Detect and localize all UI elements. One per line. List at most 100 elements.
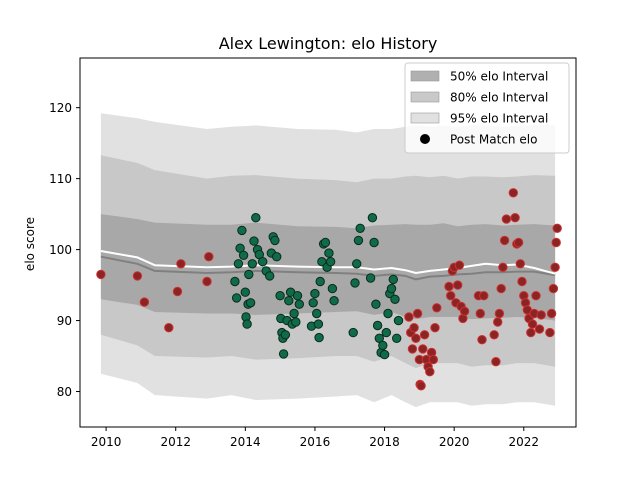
post-match-elo-point-red [534,324,545,334]
legend-label-3: 95% elo Interval [450,112,548,126]
chart-title: Alex Lewington: elo History [219,34,438,53]
post-match-elo-point-red [552,223,562,234]
post-match-elo-point-red [425,367,435,377]
post-match-elo-point-green [371,299,381,309]
x-tick-label: 2010 [91,435,122,449]
post-match-elo-point-green [280,330,291,340]
post-match-elo-point-green [233,259,244,269]
post-match-elo-point-red [551,237,561,248]
x-tick-label: 2016 [300,435,331,449]
post-match-elo-point-red [404,312,414,322]
post-match-elo-point-red [498,262,508,272]
post-match-elo-point-red [493,317,503,327]
legend-swatch-1 [410,70,440,82]
post-match-elo-point-green [278,349,289,359]
post-match-elo-point-red [419,330,430,340]
post-match-elo-point-green [294,299,304,309]
y-tick-label: 110 [49,172,72,186]
x-tick-label: 2014 [230,435,261,449]
post-match-elo-point-red [407,344,418,354]
post-match-elo-point-green [272,252,282,262]
post-match-elo-point-red [477,335,487,345]
post-match-elo-point-red [444,281,454,292]
y-tick-label: 90 [57,314,72,328]
post-match-elo-point-red [459,306,470,316]
post-match-elo-point-red [501,214,512,224]
post-match-elo-point-green [292,291,303,301]
post-match-elo-point-red [430,323,440,333]
post-match-elo-point-green [355,223,365,234]
post-match-elo-point-red [172,286,183,297]
post-match-elo-point-green [383,308,393,319]
post-match-elo-point-green [365,273,376,283]
post-match-elo-point-red [527,319,538,329]
post-match-elo-point-red [411,333,421,343]
plot-area [96,113,562,408]
post-match-elo-point-green [315,276,325,287]
post-match-elo-point-green [230,276,240,287]
post-match-elo-point-red [202,276,212,287]
post-match-elo-point-red [489,330,499,340]
post-match-elo-point-green [314,332,324,343]
post-match-elo-point-green [312,308,322,319]
post-match-elo-point-red [428,354,438,365]
post-match-elo-point-green [240,287,251,297]
post-match-elo-point-green [308,298,318,308]
post-match-elo-point-green [381,327,391,338]
post-match-elo-point-green [245,298,256,308]
post-match-elo-point-red [475,308,485,319]
x-tick-label: 2022 [509,435,540,449]
legend-label-1: 50% elo Interval [450,70,548,84]
axes-frame [79,57,577,428]
median-elo-line [100,250,556,275]
post-match-elo-point-green [325,257,336,267]
post-match-elo-point-green [352,259,362,269]
legend-label-4: Post Match elo [450,133,537,147]
post-match-elo-point-green [367,213,378,223]
post-match-elo-point-green [348,327,358,338]
post-match-elo-point-red [508,188,518,198]
post-match-elo-point-red [499,235,510,246]
y-tick-label: 120 [49,101,72,115]
post-match-elo-point-red [548,283,559,294]
post-match-elo-point-green [265,271,275,281]
post-match-elo-point-red [496,283,506,294]
x-tick-label: 2012 [160,435,191,449]
post-match-elo-point-green [251,213,261,223]
post-match-elo-point-red [454,260,465,270]
post-match-elo-point-red [545,327,555,338]
post-match-elo-point-green [372,320,383,331]
mean-elo-line [100,255,556,281]
post-match-elo-point-green [313,319,324,329]
post-match-elo-point-green [238,250,249,261]
y-axis-label: elo score [23,217,37,271]
legend-label-2: 80% elo Interval [450,91,548,105]
post-match-elo-point-red [139,297,150,307]
post-match-elo-point-green [388,274,398,285]
post-match-elo-point-red [494,308,505,319]
post-match-elo-point-green [393,315,404,326]
post-match-elo-point-green [390,294,400,304]
post-match-elo-point-green [289,308,299,319]
y-tick-label: 100 [49,243,72,257]
post-match-elo-point-red [546,308,557,319]
post-match-elo-point-green [244,269,254,280]
post-match-elo-point-green [237,225,247,236]
post-match-elo-point-red [550,262,560,272]
post-match-elo-point-red [164,323,174,333]
post-match-elo-point-red [432,303,442,313]
post-match-elo-point-red [479,291,489,301]
post-match-elo-point-green [353,235,364,246]
post-match-elo-point-red [536,310,546,320]
post-match-elo-point-green [324,248,334,258]
post-match-elo-point-red [491,357,501,367]
post-match-elo-point-red [515,259,525,269]
post-match-elo-point-red [510,213,520,223]
post-match-elo-point-red [531,291,541,301]
post-match-elo-point-red [412,308,423,319]
post-match-elo-point-green [379,349,390,360]
post-match-elo-point-green [327,283,338,294]
post-match-elo-point-green [350,278,360,288]
post-match-elo-point-green [270,235,280,246]
